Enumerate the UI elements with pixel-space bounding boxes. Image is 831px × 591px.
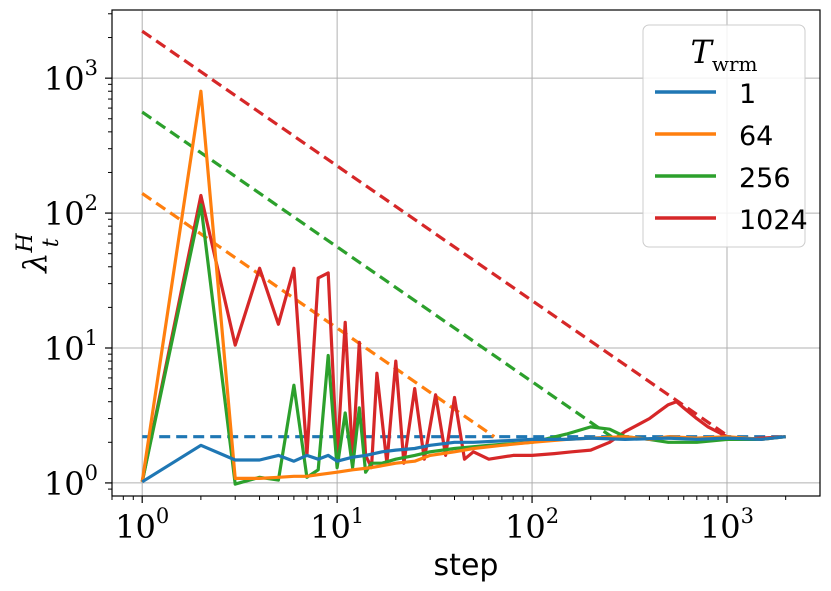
x-tick-label: 100	[115, 504, 169, 546]
y-label-main: λ	[16, 252, 54, 274]
x-tick-base: 10	[310, 508, 351, 546]
legend-label-256: 256	[739, 163, 791, 194]
x-tick-exponent: 1	[351, 504, 364, 528]
y-tick-exponent: 2	[85, 191, 98, 215]
y-tick-base: 10	[44, 465, 85, 503]
x-tick-label: 102	[505, 504, 559, 546]
y-tick-label: 102	[44, 191, 98, 233]
series-layer	[140, 29, 786, 486]
legend-label-1: 1	[739, 79, 756, 110]
x-tick-exponent: 0	[156, 504, 169, 528]
y-axis-label: λHt	[13, 232, 64, 274]
series-1-line	[141, 435, 786, 484]
series-256-reference-line	[141, 110, 613, 439]
y-tick-exponent: 0	[85, 461, 98, 485]
series-64-reference-line	[141, 192, 496, 439]
y-tick-base: 10	[44, 195, 85, 233]
legend-title-sub: wrm	[712, 52, 758, 76]
legend-label-1024: 1024	[739, 205, 808, 236]
x-tick-label: 103	[700, 504, 754, 546]
plot-frame	[111, 9, 821, 497]
y-tick-exponent: 3	[85, 56, 98, 80]
series-1024-line	[140, 193, 786, 483]
legend-title: Twrm	[691, 33, 758, 76]
legend-label-64: 64	[739, 121, 773, 152]
legend: Twrm 1 64 256 1024	[642, 24, 808, 248]
y-tick-label: 100	[44, 461, 98, 503]
x-tick-exponent: 3	[741, 504, 754, 528]
y-tick-label: 101	[44, 326, 98, 368]
y-label-superscript: H	[13, 232, 38, 253]
x-tick-base: 10	[700, 508, 741, 546]
legend-title-main: T	[691, 33, 715, 71]
svg-text:λHt: λHt	[13, 232, 64, 274]
y-tick-base: 10	[44, 330, 85, 368]
x-axis-label: step	[434, 548, 499, 583]
x-tick-label: 101	[310, 504, 364, 546]
x-tick-exponent: 2	[546, 504, 559, 528]
y-tick-label: 103	[44, 56, 98, 98]
legend-box	[642, 24, 806, 248]
ticks	[105, 13, 787, 503]
legend-items: 1 64 256 1024	[655, 79, 808, 236]
y-tick-exponent: 1	[85, 326, 98, 350]
y-tick-base: 10	[44, 60, 85, 98]
y-label-subscript: t	[39, 238, 64, 247]
x-tick-base: 10	[115, 508, 156, 546]
x-tick-base: 10	[505, 508, 546, 546]
